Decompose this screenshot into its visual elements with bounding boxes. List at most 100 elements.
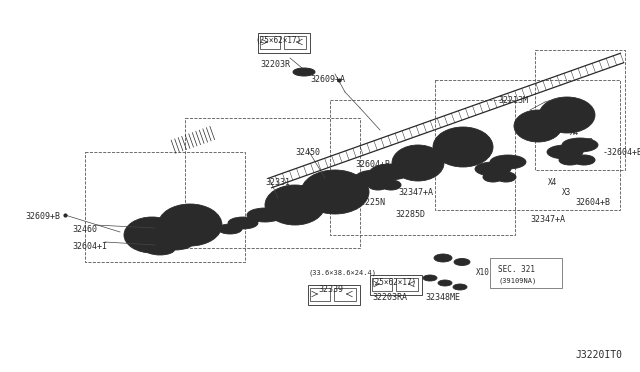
Ellipse shape — [562, 138, 598, 152]
Ellipse shape — [498, 158, 518, 166]
Text: 32331: 32331 — [265, 178, 290, 187]
Ellipse shape — [124, 217, 180, 253]
Ellipse shape — [157, 236, 193, 250]
Ellipse shape — [355, 170, 395, 186]
Text: 32609+B: 32609+B — [25, 212, 60, 221]
Ellipse shape — [487, 174, 499, 180]
Text: 32347+A: 32347+A — [540, 112, 575, 121]
Text: -32604+B: -32604+B — [603, 148, 640, 157]
Text: 32217MA: 32217MA — [360, 180, 395, 189]
Bar — [535, 50, 625, 170]
Ellipse shape — [145, 243, 175, 255]
Text: 32460: 32460 — [72, 225, 97, 234]
Text: X3: X3 — [422, 166, 431, 175]
Bar — [396, 278, 418, 291]
Ellipse shape — [423, 275, 437, 281]
Ellipse shape — [378, 167, 402, 177]
Text: 32339: 32339 — [318, 285, 343, 294]
Text: (25×62×17): (25×62×17) — [370, 278, 416, 287]
Ellipse shape — [301, 170, 369, 214]
Ellipse shape — [277, 193, 313, 217]
Ellipse shape — [363, 173, 387, 183]
Ellipse shape — [514, 110, 562, 142]
Bar — [334, 288, 356, 301]
Bar — [260, 36, 280, 49]
Text: X3: X3 — [585, 138, 595, 147]
Ellipse shape — [456, 285, 463, 289]
Ellipse shape — [570, 141, 590, 149]
Ellipse shape — [433, 127, 493, 167]
Ellipse shape — [555, 148, 575, 156]
Ellipse shape — [526, 118, 550, 134]
Ellipse shape — [483, 165, 503, 173]
Text: 32347+A: 32347+A — [398, 188, 433, 197]
Text: (39109NA): (39109NA) — [498, 278, 536, 285]
Ellipse shape — [426, 276, 433, 279]
Ellipse shape — [564, 157, 576, 163]
Text: 32609+A: 32609+A — [310, 75, 345, 84]
Ellipse shape — [228, 217, 258, 229]
Ellipse shape — [136, 224, 168, 246]
Ellipse shape — [265, 185, 325, 225]
Bar — [185, 118, 360, 248]
Bar — [258, 33, 310, 53]
Text: 32347+A: 32347+A — [530, 215, 565, 224]
Ellipse shape — [454, 259, 470, 266]
Text: 32310MA: 32310MA — [448, 152, 483, 161]
Ellipse shape — [218, 224, 242, 234]
Ellipse shape — [293, 68, 315, 76]
Text: 32604+I: 32604+I — [72, 242, 107, 251]
Ellipse shape — [392, 145, 444, 181]
Ellipse shape — [158, 204, 222, 246]
Ellipse shape — [171, 212, 209, 238]
Text: 32450: 32450 — [295, 148, 320, 157]
Ellipse shape — [573, 155, 595, 165]
Bar — [330, 100, 515, 235]
Text: J3220IT0: J3220IT0 — [575, 350, 622, 360]
Ellipse shape — [458, 260, 467, 264]
Ellipse shape — [559, 155, 581, 165]
Ellipse shape — [315, 178, 355, 206]
Ellipse shape — [553, 106, 581, 124]
Ellipse shape — [442, 282, 449, 285]
Text: X3: X3 — [562, 188, 572, 197]
Ellipse shape — [438, 280, 452, 286]
Bar — [284, 36, 306, 49]
Ellipse shape — [475, 162, 511, 176]
Ellipse shape — [490, 155, 526, 169]
Bar — [372, 278, 392, 291]
Ellipse shape — [381, 180, 401, 190]
Ellipse shape — [235, 220, 251, 226]
Ellipse shape — [223, 226, 237, 232]
Ellipse shape — [483, 172, 503, 182]
Text: 32604+B: 32604+B — [575, 198, 610, 207]
Bar — [85, 152, 245, 262]
Ellipse shape — [500, 174, 512, 180]
Text: 32348ME: 32348ME — [425, 293, 460, 302]
Text: 32285D: 32285D — [395, 210, 425, 219]
Text: (33.6×38.6×24.4): (33.6×38.6×24.4) — [308, 270, 376, 276]
Ellipse shape — [372, 182, 384, 188]
Text: (25×62×17): (25×62×17) — [255, 36, 301, 45]
Ellipse shape — [524, 117, 552, 135]
Text: X10: X10 — [476, 268, 490, 277]
Ellipse shape — [370, 164, 410, 180]
Ellipse shape — [434, 254, 452, 262]
Ellipse shape — [438, 256, 448, 260]
Text: X4: X4 — [548, 178, 557, 187]
Text: 32225N: 32225N — [355, 198, 385, 207]
Ellipse shape — [368, 180, 388, 190]
Text: X4: X4 — [570, 128, 579, 137]
Text: 32213M: 32213M — [498, 96, 528, 105]
Ellipse shape — [539, 97, 595, 133]
Ellipse shape — [453, 284, 467, 290]
Ellipse shape — [403, 153, 433, 173]
Ellipse shape — [547, 145, 583, 159]
Ellipse shape — [445, 135, 481, 159]
Ellipse shape — [496, 172, 516, 182]
Ellipse shape — [551, 105, 583, 125]
Bar — [490, 258, 562, 288]
Text: 32203R: 32203R — [260, 60, 290, 69]
Ellipse shape — [255, 211, 275, 219]
Text: SEC. 321: SEC. 321 — [498, 265, 535, 274]
